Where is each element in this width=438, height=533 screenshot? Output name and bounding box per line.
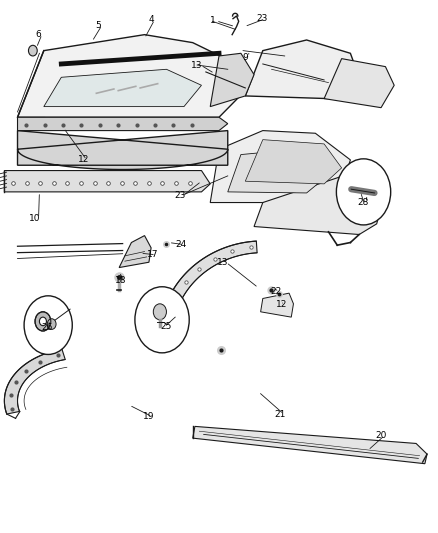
Text: 13: 13 [191, 61, 203, 69]
Polygon shape [4, 349, 65, 414]
Circle shape [35, 312, 51, 331]
Text: 1: 1 [209, 17, 215, 25]
Text: 23: 23 [174, 191, 185, 200]
Polygon shape [254, 171, 385, 235]
Polygon shape [44, 69, 201, 107]
Text: 4: 4 [148, 15, 154, 24]
Polygon shape [163, 241, 257, 316]
Text: 24: 24 [175, 240, 187, 249]
Text: 9: 9 [242, 53, 248, 61]
Text: 20: 20 [375, 431, 387, 440]
Text: 18: 18 [115, 277, 126, 285]
Polygon shape [228, 149, 324, 193]
Polygon shape [18, 35, 245, 117]
Polygon shape [193, 426, 427, 464]
Polygon shape [210, 53, 254, 107]
Polygon shape [261, 293, 293, 317]
Text: 19: 19 [143, 413, 155, 421]
Text: 26: 26 [42, 323, 53, 332]
Polygon shape [245, 140, 342, 184]
Polygon shape [119, 236, 151, 268]
Text: 23: 23 [256, 14, 268, 23]
Text: 28: 28 [357, 198, 368, 207]
Polygon shape [245, 40, 359, 99]
Circle shape [153, 304, 166, 320]
Text: 17: 17 [147, 251, 158, 259]
Text: 10: 10 [29, 214, 41, 223]
Text: 12: 12 [276, 301, 287, 309]
Polygon shape [4, 171, 210, 192]
Text: 25: 25 [160, 322, 171, 330]
Circle shape [24, 296, 72, 354]
Polygon shape [18, 131, 228, 169]
Text: 13: 13 [217, 258, 228, 266]
Polygon shape [18, 117, 228, 131]
Circle shape [39, 317, 46, 326]
Text: 21: 21 [275, 410, 286, 418]
Text: 22: 22 [270, 287, 282, 296]
Text: 12: 12 [78, 156, 89, 164]
Circle shape [28, 45, 37, 56]
Text: 5: 5 [95, 21, 102, 29]
Polygon shape [324, 59, 394, 108]
Circle shape [135, 287, 189, 353]
Circle shape [47, 319, 56, 329]
Circle shape [336, 159, 391, 225]
Polygon shape [210, 131, 350, 203]
Text: 6: 6 [35, 30, 42, 38]
